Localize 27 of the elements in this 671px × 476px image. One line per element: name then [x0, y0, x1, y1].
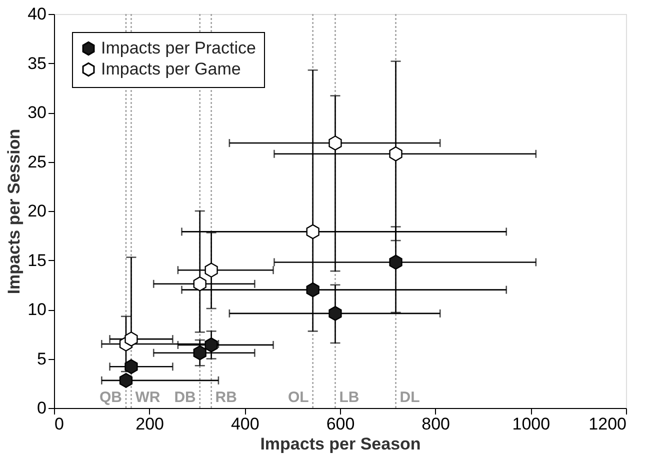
y-tick-label: 40 — [28, 4, 46, 24]
legend-label: Impacts per Practice — [101, 38, 256, 58]
x-tick-label: 400 — [230, 414, 260, 434]
y-tick-label: 15 — [28, 250, 46, 270]
x-tick-label: 800 — [422, 414, 450, 434]
ref-line-label: DL — [400, 389, 420, 406]
x-tick-label: 200 — [136, 414, 164, 434]
y-tick-label: 30 — [28, 103, 46, 122]
x-tick-label: 0 — [54, 414, 64, 434]
ref-line-label: QB — [99, 389, 122, 406]
ref-line-label: DB — [174, 389, 196, 406]
y-tick-label: 10 — [28, 300, 46, 319]
y-tick-label: 25 — [28, 152, 46, 172]
y-tick-label: 35 — [28, 54, 46, 73]
ref-line-label: WR — [135, 389, 160, 406]
y-axis-title: Impacts per Session — [4, 128, 24, 294]
ref-line-label: RB — [215, 389, 238, 406]
x-tick-label: 1200 — [588, 414, 626, 434]
ref-line-label: OL — [288, 389, 309, 406]
ref-line-label: LB — [339, 389, 360, 406]
x-axis-title: Impacts per Season — [260, 434, 421, 454]
legend-label: Impacts per Game — [101, 60, 241, 78]
x-tick-label: 600 — [326, 414, 355, 434]
x-tick-label: 1000 — [512, 414, 550, 434]
y-tick-label: 0 — [37, 398, 46, 418]
y-tick-label: 5 — [37, 349, 46, 368]
y-tick-label: 20 — [28, 202, 46, 220]
